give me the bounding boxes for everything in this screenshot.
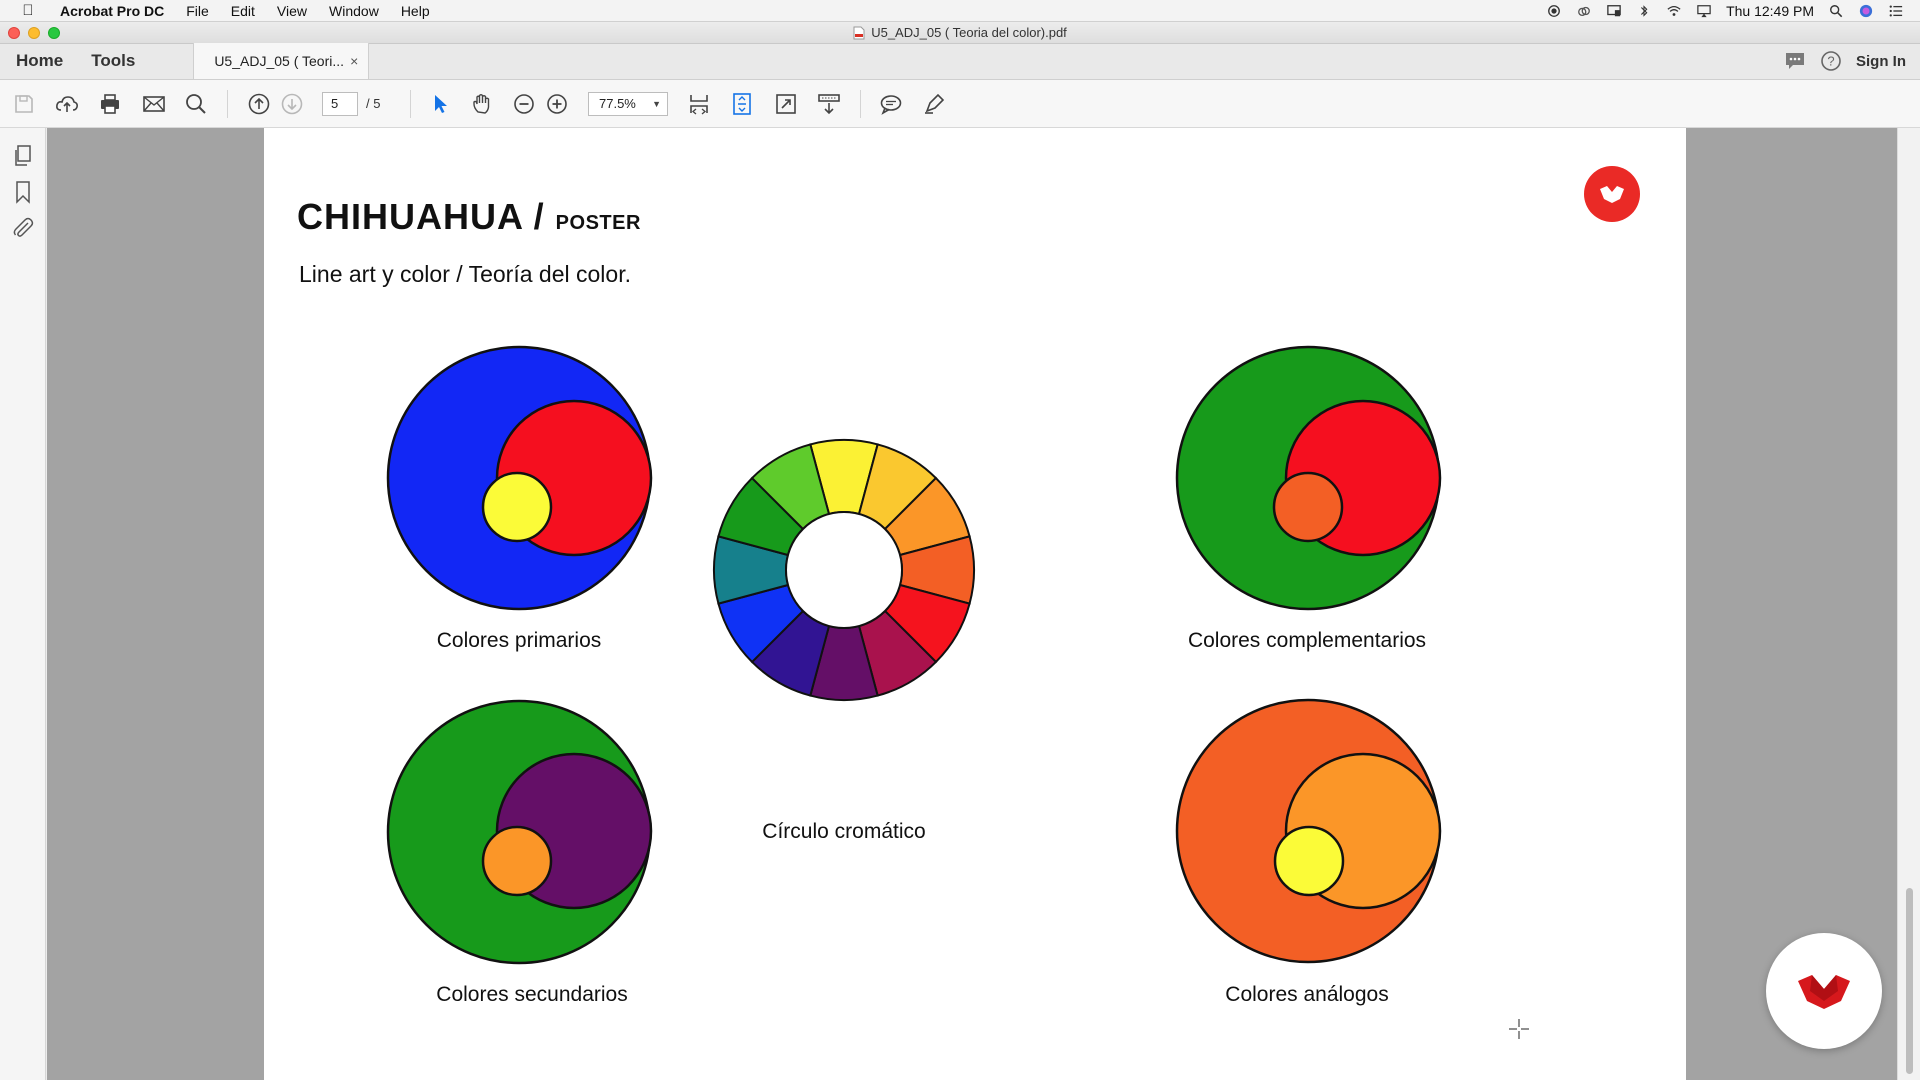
siri-icon[interactable] xyxy=(1858,4,1874,18)
airplay-icon[interactable] xyxy=(1696,4,1712,18)
tab-bar-right: ? Sign In xyxy=(1784,43,1920,79)
chevron-down-icon: ▼ xyxy=(652,99,661,109)
color-wheel-center xyxy=(785,511,903,629)
search-icon[interactable] xyxy=(184,92,208,116)
help-icon[interactable]: ? xyxy=(1820,50,1842,72)
previous-page-icon[interactable] xyxy=(247,92,271,116)
spotlight-search-icon[interactable] xyxy=(1828,4,1844,18)
read-aloud-icon[interactable] xyxy=(817,92,841,116)
caption-cromatico: Círculo cromático xyxy=(762,820,926,843)
vertical-scrollbar[interactable] xyxy=(1897,128,1920,1080)
clock[interactable]: Thu 12:49 PM xyxy=(1726,2,1814,19)
brand-logo-icon xyxy=(1798,975,1850,1009)
pdf-file-icon xyxy=(853,26,865,39)
select-cursor-icon[interactable] xyxy=(428,92,452,116)
document-tab[interactable]: U5_ADJ_05 ( Teori... × xyxy=(193,43,370,79)
primarios-small-circle xyxy=(481,471,553,543)
menu-view[interactable]: View xyxy=(276,2,308,19)
svg-text:?: ? xyxy=(1827,54,1834,69)
wifi-icon[interactable] xyxy=(1666,4,1682,18)
caption-analogos: Colores análogos xyxy=(1225,983,1389,1006)
hand-tool-icon[interactable] xyxy=(470,92,494,116)
page-number-input[interactable]: 5 xyxy=(322,92,358,116)
complementarios-small-circle xyxy=(1272,471,1344,543)
record-icon[interactable] xyxy=(1546,4,1562,18)
caption-primarios: Colores primarios xyxy=(436,629,602,652)
tab-tools[interactable]: Tools xyxy=(91,51,136,70)
window-zoom-button[interactable] xyxy=(48,27,60,39)
creative-cloud-icon[interactable] xyxy=(1576,4,1592,18)
attachments-icon[interactable] xyxy=(11,216,35,240)
complementarios-circles xyxy=(1175,345,1442,611)
toolbar-divider xyxy=(410,90,411,118)
comment-notifications-icon[interactable] xyxy=(1784,51,1806,71)
zoom-out-icon[interactable] xyxy=(512,92,536,116)
page-thumbnails-icon[interactable] xyxy=(11,144,35,168)
crosshair-cursor-icon xyxy=(1509,1019,1529,1039)
primarios-circles xyxy=(386,345,653,611)
next-page-icon[interactable] xyxy=(280,92,304,116)
brand-logo xyxy=(1584,166,1640,222)
window-title-bar: U5_ADJ_05 ( Teoria del color).pdf xyxy=(0,22,1920,44)
analogos-circles xyxy=(1175,698,1442,964)
zoom-level-dropdown[interactable]: 77.5% ▼ xyxy=(588,92,668,116)
window-controls xyxy=(8,27,60,39)
document-view[interactable]: CHIHUAHUA / POSTER Line art y color / Te… xyxy=(47,128,1897,1080)
left-navigation-pane xyxy=(0,128,46,1080)
toolbar-divider xyxy=(227,90,228,118)
menu-edit[interactable]: Edit xyxy=(230,2,255,19)
document-tab-label: U5_ADJ_05 ( Teori... xyxy=(214,53,345,69)
page-subtitle: Line art y color / Teoría del color. xyxy=(299,261,631,287)
zoom-level-value: 77.5% xyxy=(599,96,636,111)
color-wheel xyxy=(713,439,975,701)
notification-center-icon[interactable] xyxy=(1888,4,1904,18)
pdf-page: CHIHUAHUA / POSTER Line art y color / Te… xyxy=(264,128,1686,1080)
main-toolbar: 5 / 5 77.5% ▼ xyxy=(0,80,1920,128)
menu-help[interactable]: Help xyxy=(400,2,430,19)
secundarios-small-circle xyxy=(481,825,553,897)
floating-brand-button[interactable] xyxy=(1766,933,1882,1049)
macos-menu-bar:  Acrobat Pro DC File Edit View Window H… xyxy=(0,0,1920,22)
highlight-pen-icon[interactable] xyxy=(922,92,946,116)
color-theory-illustration xyxy=(386,345,1442,965)
page-title-small: POSTER xyxy=(555,212,641,234)
full-screen-icon[interactable] xyxy=(774,92,798,116)
email-icon[interactable] xyxy=(142,92,166,116)
window-close-button[interactable] xyxy=(8,27,20,39)
window-title: U5_ADJ_05 ( Teoria del color).pdf xyxy=(871,25,1067,40)
secundarios-circles xyxy=(386,699,653,965)
sign-in-button[interactable]: Sign In xyxy=(1856,52,1906,70)
comment-icon[interactable] xyxy=(879,92,903,116)
print-icon[interactable] xyxy=(98,92,122,116)
tab-bar: Home Tools U5_ADJ_05 ( Teori... × ? Sign… xyxy=(0,43,1920,80)
app-menu[interactable]: Acrobat Pro DC xyxy=(60,2,165,19)
status-area: Thu 12:49 PM xyxy=(1546,3,1920,19)
page-title: CHIHUAHUA / POSTER xyxy=(297,196,641,238)
analogos-small-circle xyxy=(1273,825,1345,897)
scrolling-mode-icon[interactable] xyxy=(687,92,711,116)
close-tab-icon[interactable]: × xyxy=(350,53,359,69)
scrollbar-thumb[interactable] xyxy=(1906,888,1913,1074)
page-title-main: CHIHUAHUA / xyxy=(297,196,545,237)
tab-home[interactable]: Home xyxy=(16,51,64,70)
bookmarks-icon[interactable] xyxy=(11,180,35,204)
fit-page-icon[interactable] xyxy=(730,92,754,116)
zoom-in-icon[interactable] xyxy=(545,92,569,116)
toolbar-divider xyxy=(860,90,861,118)
caption-complementarios: Colores complementarios xyxy=(1187,629,1427,652)
apple-menu-icon[interactable]:  xyxy=(16,2,40,19)
display-icon[interactable] xyxy=(1606,4,1622,18)
save-icon[interactable] xyxy=(12,92,36,116)
caption-secundarios: Colores secundarios xyxy=(436,983,628,1006)
menu-window[interactable]: Window xyxy=(329,2,379,19)
menu-file[interactable]: File xyxy=(186,2,209,19)
window-minimize-button[interactable] xyxy=(28,27,40,39)
upload-cloud-icon[interactable] xyxy=(55,92,79,116)
brand-logo-icon xyxy=(1600,186,1624,203)
bluetooth-icon[interactable] xyxy=(1636,4,1652,18)
page-count: / 5 xyxy=(366,96,381,111)
